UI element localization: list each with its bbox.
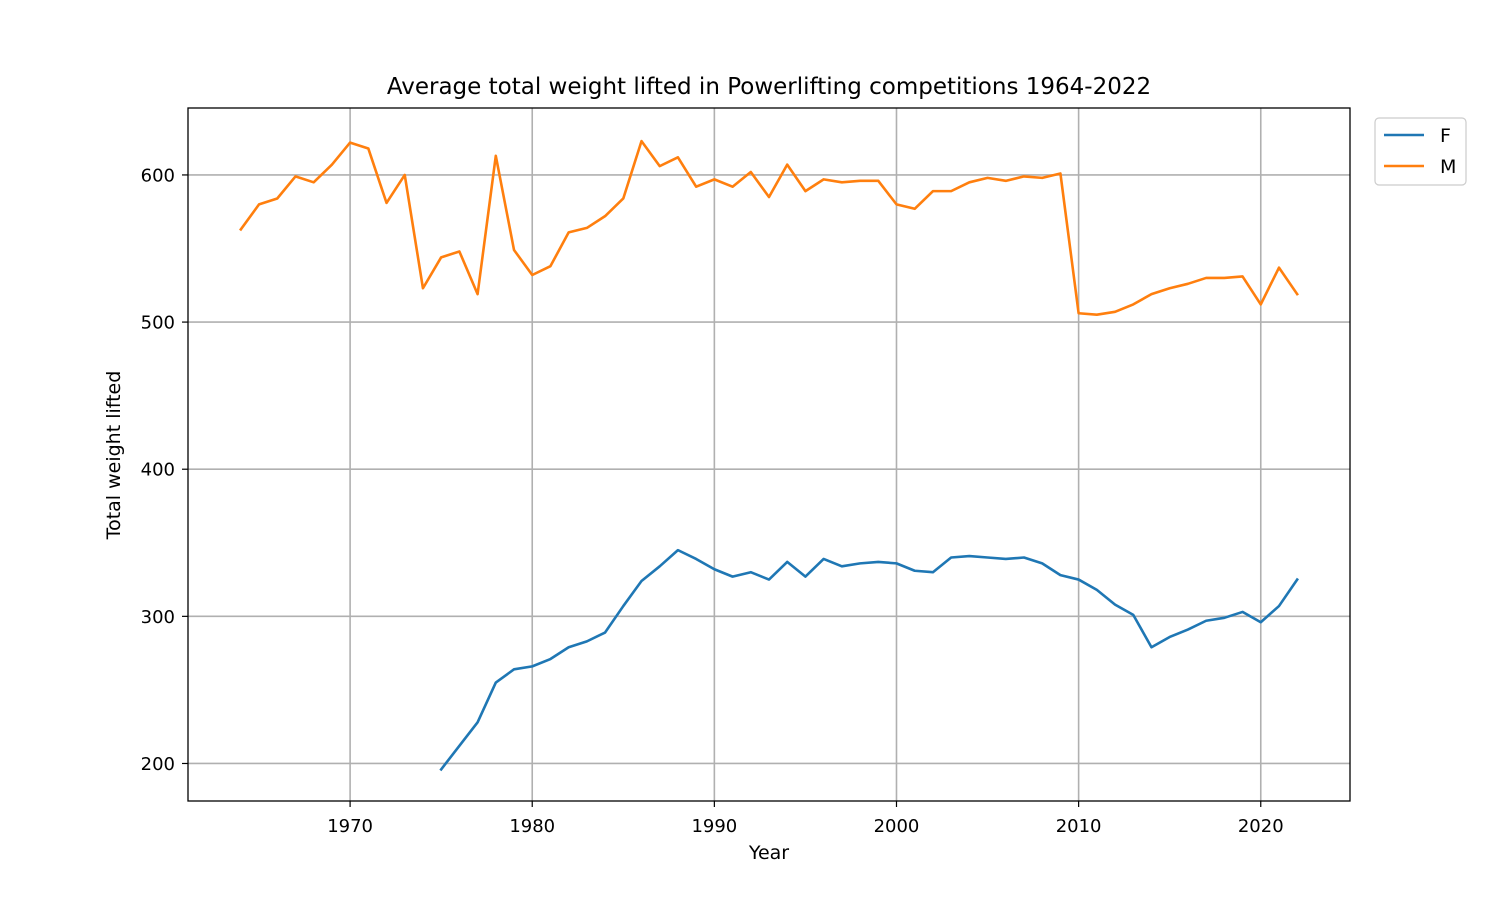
y-tick-label: 200	[141, 754, 175, 775]
y-tick-label: 300	[141, 607, 175, 628]
x-tick-label: 2020	[1238, 816, 1284, 837]
legend-label-f: F	[1440, 125, 1451, 147]
x-axis-label: Year	[748, 842, 789, 864]
plot-frame	[187, 107, 1351, 802]
y-tick-label: 500	[141, 313, 175, 334]
grid-layer	[188, 108, 1350, 801]
series-line-f	[439, 548, 1299, 772]
x-tick-label: 2000	[874, 816, 920, 837]
y-axis-label: Total weight lifted	[103, 371, 125, 541]
legend-label-m: M	[1440, 156, 1456, 178]
x-tick-label: 1980	[509, 816, 555, 837]
series-line-m	[239, 139, 1299, 317]
chart-title: Average total weight lifted in Powerlift…	[387, 74, 1151, 100]
y-tick-label: 600	[141, 165, 175, 186]
y-tick-label: 400	[141, 460, 175, 481]
x-tick-label: 2010	[1056, 816, 1102, 837]
x-tick-label: 1970	[327, 816, 373, 837]
legend: F M	[1374, 117, 1467, 186]
series-layer	[239, 139, 1299, 772]
tick-layer: 1970 1980 1990 2000 2010 2020 200 300 400 500 600	[141, 165, 1284, 837]
x-tick-label: 1990	[691, 816, 737, 837]
